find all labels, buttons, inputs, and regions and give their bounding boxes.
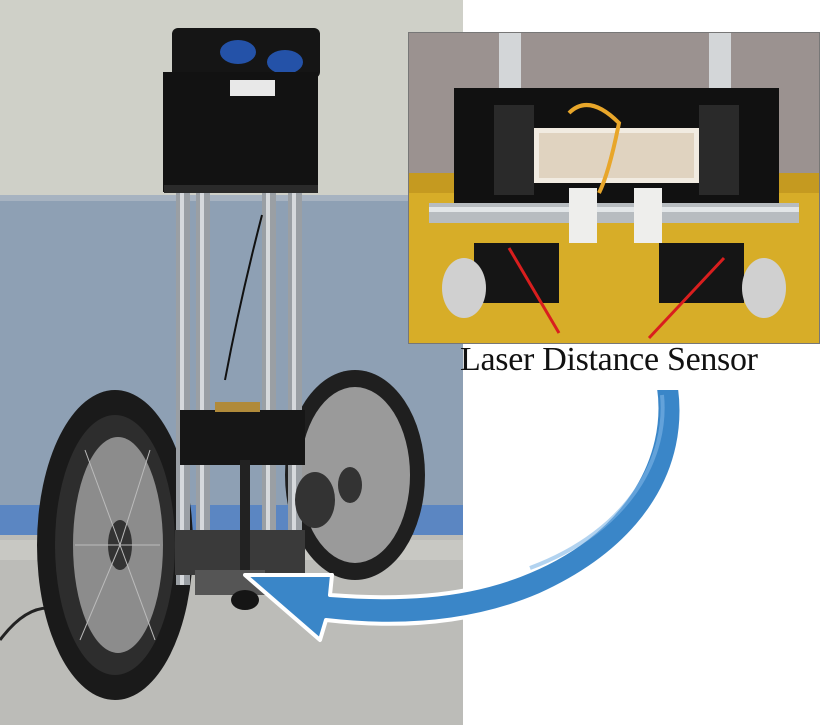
caption-label: Laser Distance Sensor	[460, 341, 758, 378]
sensor-closeup-photo	[408, 32, 820, 344]
robot-photo	[0, 0, 463, 725]
